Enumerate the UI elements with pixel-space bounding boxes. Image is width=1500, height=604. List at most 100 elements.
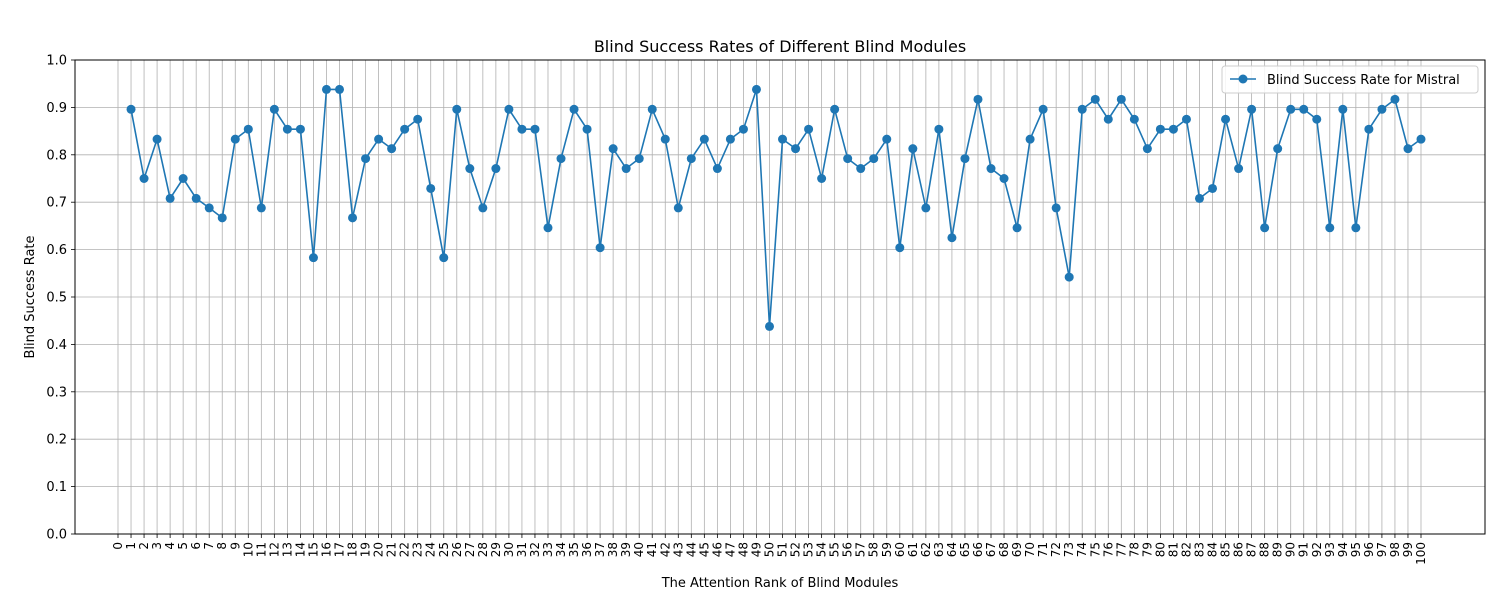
- x-tick-label: 66: [971, 542, 985, 557]
- x-tick-label: 44: [684, 542, 698, 557]
- chart-title: Blind Success Rates of Different Blind M…: [594, 37, 966, 56]
- data-point: [230, 134, 240, 144]
- data-point: [243, 124, 253, 134]
- x-tick-label: 26: [450, 542, 464, 557]
- grid-lines: [75, 59, 1485, 535]
- data-point: [308, 253, 318, 263]
- x-tick-label: 99: [1401, 542, 1415, 557]
- data-point: [712, 164, 722, 174]
- x-tick-label: 12: [267, 542, 281, 557]
- data-point: [1390, 94, 1400, 104]
- x-tick-label: 38: [606, 542, 620, 557]
- x-tick-label: 92: [1310, 542, 1324, 557]
- data-point: [843, 154, 853, 164]
- x-tick-label: 81: [1166, 542, 1180, 557]
- x-tick-label: 43: [671, 542, 685, 557]
- data-point: [908, 144, 918, 154]
- x-tick-label: 36: [580, 542, 594, 557]
- data-point: [321, 84, 331, 94]
- data-point: [934, 124, 944, 134]
- x-tick-label: 69: [1010, 542, 1024, 557]
- x-tick-label: 90: [1284, 542, 1298, 557]
- data-point: [973, 94, 983, 104]
- x-tick-label: 75: [1088, 542, 1102, 557]
- data-point: [491, 164, 501, 174]
- x-tick-label: 0: [111, 542, 125, 550]
- y-tick-label: 0.3: [46, 385, 67, 400]
- x-tick-label: 85: [1219, 542, 1233, 557]
- x-tick-label: 62: [919, 542, 933, 557]
- data-point: [1351, 223, 1361, 233]
- x-tick-label: 98: [1388, 542, 1402, 557]
- x-tick-label: 2: [137, 542, 151, 550]
- data-point: [1338, 104, 1348, 114]
- data-point: [1025, 134, 1035, 144]
- data-point: [1260, 223, 1270, 233]
- x-tick-label: 14: [293, 542, 307, 557]
- data-point: [947, 233, 957, 243]
- data-point: [1325, 223, 1335, 233]
- x-tick-label: 22: [398, 542, 412, 557]
- y-axis-label: Blind Success Rate: [23, 235, 38, 358]
- x-tick-label: 47: [723, 542, 737, 557]
- x-tick-label: 3: [150, 542, 164, 550]
- data-point: [921, 203, 931, 213]
- x-tick-label: 8: [215, 542, 229, 550]
- x-tick-label: 53: [802, 542, 816, 557]
- data-point: [1312, 114, 1322, 124]
- x-tick-label: 55: [828, 542, 842, 557]
- data-point: [791, 144, 801, 154]
- data-point: [686, 154, 696, 164]
- data-point: [478, 203, 488, 213]
- data-point: [543, 223, 553, 233]
- y-tick-label: 1.0: [46, 54, 67, 69]
- data-point: [634, 154, 644, 164]
- data-point: [1221, 114, 1231, 124]
- x-tick-label: 88: [1258, 542, 1272, 557]
- x-tick-label: 15: [306, 542, 320, 557]
- x-tick-label: 11: [254, 542, 268, 557]
- x-tick-label: 80: [1153, 542, 1167, 557]
- x-tick-label: 21: [385, 542, 399, 557]
- x-tick-label: 9: [228, 542, 242, 550]
- x-tick-label: 45: [697, 542, 711, 557]
- x-tick-label: 19: [359, 542, 373, 557]
- data-point: [530, 124, 540, 134]
- x-tick-label: 5: [176, 542, 190, 550]
- data-point: [426, 183, 436, 193]
- x-tick-label: 70: [1023, 542, 1037, 557]
- data-point: [1234, 164, 1244, 174]
- data-point: [217, 213, 227, 223]
- x-tick-label: 84: [1206, 542, 1220, 557]
- data-point: [1299, 104, 1309, 114]
- x-tick-label: 93: [1323, 542, 1337, 557]
- x-tick-label: 32: [528, 542, 542, 557]
- data-point: [439, 253, 449, 263]
- x-tick-label: 42: [658, 542, 672, 557]
- y-tick-label: 0.1: [46, 480, 67, 495]
- x-tick-label: 13: [280, 542, 294, 557]
- x-tick-label: 7: [202, 542, 216, 550]
- x-tick-label: 67: [984, 542, 998, 557]
- x-tick-label: 61: [906, 542, 920, 557]
- data-point: [282, 124, 292, 134]
- x-tick-label: 34: [554, 542, 568, 557]
- data-point: [361, 154, 371, 164]
- data-point: [1247, 104, 1257, 114]
- x-tick-label: 91: [1297, 542, 1311, 557]
- data-point: [1286, 104, 1296, 114]
- data-point: [1273, 144, 1283, 154]
- data-point: [725, 134, 735, 144]
- data-point: [738, 124, 748, 134]
- x-tick-label: 25: [437, 542, 451, 557]
- x-tick-label: 6: [189, 542, 203, 550]
- x-tick-label: 68: [997, 542, 1011, 557]
- data-point: [335, 84, 345, 94]
- data-point: [1116, 94, 1126, 104]
- x-tick-label: 71: [1036, 542, 1050, 557]
- data-point: [204, 203, 214, 213]
- data-point: [452, 104, 462, 114]
- x-tick-label: 72: [1049, 542, 1063, 557]
